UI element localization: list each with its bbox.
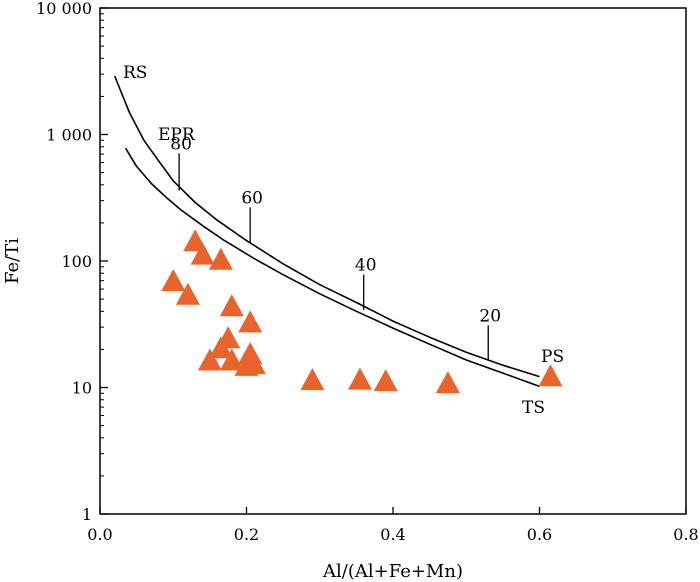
iso-label-40: 40 [355,256,377,276]
x-axis-ticks: 0.0 0.2 0.4 0.6 0.8 [87,507,699,544]
data-point [348,367,372,390]
data-point [538,364,563,387]
y-axis-ticks: 1 10 100 1 000 10 000 [36,0,108,524]
x-tick-label: 0.0 [87,525,112,544]
x-tick-label: 0.2 [234,525,259,544]
curve-label-rs: RS [123,63,147,83]
data-point [219,294,244,317]
data-point [190,242,215,265]
x-axis-title: Al/(Al+Fe+Mn) [322,561,463,582]
y-tick-label: 10 000 [36,0,92,18]
data-point [300,368,325,391]
iso-label-20: 20 [479,306,501,326]
data-point [208,247,233,270]
data-point [238,310,263,333]
x-tick-label: 0.8 [673,525,698,544]
iso-lines: 80 60 40 20 [170,134,501,360]
x-tick-label: 0.4 [380,525,405,544]
y-tick-label: 1 [82,505,92,524]
y-tick-label: 1 000 [46,126,92,145]
y-tick-label: 100 [61,252,92,271]
iso-label-60: 60 [241,188,263,208]
reference-curves [113,75,540,388]
curve-rs [113,75,540,378]
data-point [175,282,200,305]
curve-label-ts: TS [522,398,545,418]
data-points [161,229,563,394]
data-point [197,348,222,371]
curve-label-ps: PS [541,347,564,367]
curve-ts [124,147,540,388]
data-point [234,353,259,376]
curve-label-epr: EPR [158,125,196,145]
data-point [161,269,186,291]
data-point [208,336,233,359]
x-tick-label: 0.6 [527,525,552,544]
plot-frame [99,7,687,515]
iso-label-80: 80 [170,134,192,154]
data-point [373,369,398,392]
y-tick-label: 10 [72,379,92,398]
data-point [219,348,244,371]
y-axis-title: Fe/Ti [2,238,23,284]
data-point [435,371,460,394]
